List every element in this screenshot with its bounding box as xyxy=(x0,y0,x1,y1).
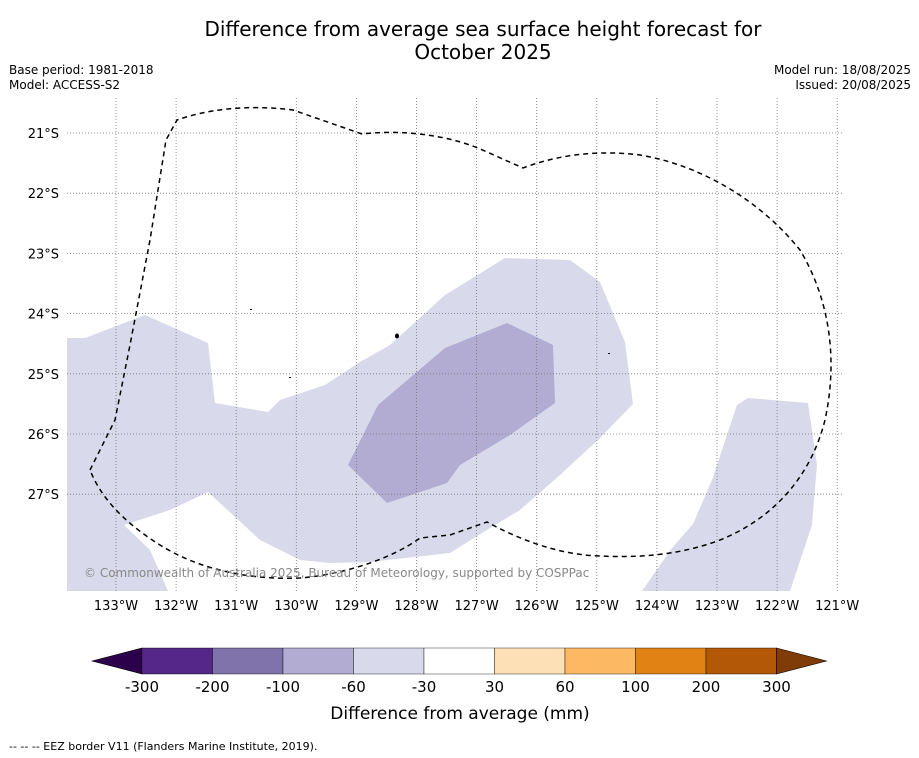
colorbar-segment xyxy=(494,647,566,675)
colorbar-segment xyxy=(282,647,354,675)
colorbar-tick-label: -60 xyxy=(341,678,366,696)
colorbar-tick-label: 30 xyxy=(485,678,504,696)
colorbar-tick-label: 200 xyxy=(692,678,721,696)
meta-left: Base period: 1981-2018 Model: ACCESS-S2 xyxy=(9,63,154,93)
colorbar-tick-label: -300 xyxy=(125,678,159,696)
anomaly-region-minus60 xyxy=(348,323,555,503)
latitude-label: 25°S xyxy=(28,368,59,383)
longitude-label: 121°W xyxy=(815,599,859,614)
chart-title: Difference from average sea surface heig… xyxy=(0,18,919,64)
longitude-label: 129°W xyxy=(334,599,378,614)
island xyxy=(395,333,399,339)
colorbar-tick-label: -200 xyxy=(195,678,229,696)
title-line-1: Difference from average sea surface heig… xyxy=(204,17,762,41)
colorbar-segment xyxy=(353,647,425,675)
model-run: Model run: 18/08/2025 xyxy=(773,63,911,77)
colorbar-tick-label: -100 xyxy=(266,678,300,696)
colorbar-tick-label: 100 xyxy=(621,678,650,696)
colorbar-extend-low xyxy=(90,647,143,675)
latitude-label: 24°S xyxy=(28,308,59,323)
colorbar-title: Difference from average (mm) xyxy=(330,704,589,724)
model-name: Model: ACCESS-S2 xyxy=(9,78,121,92)
latitude-label: 21°S xyxy=(28,127,59,142)
colorbar-segment xyxy=(635,647,707,675)
colorbar-tick-labels: -300 -200 -100 -60 -30 30 60 100 200 300 xyxy=(125,678,791,696)
anomaly-region-minus30-east xyxy=(642,398,817,591)
colorbar-segment xyxy=(212,647,284,675)
longitude-label: 130°W xyxy=(274,599,318,614)
longitude-label: 131°W xyxy=(214,599,258,614)
longitude-label: 123°W xyxy=(695,599,739,614)
colorbar-segment xyxy=(564,647,636,675)
eez-border xyxy=(89,106,832,579)
title-line-2: October 2025 xyxy=(414,40,552,64)
island xyxy=(608,353,610,354)
grid-lines xyxy=(67,98,842,591)
longitude-label: 128°W xyxy=(394,599,438,614)
longitude-label: 133°W xyxy=(94,599,138,614)
islands xyxy=(250,309,610,378)
eez-footnote: -- -- -- EEZ border V11 (Flanders Marine… xyxy=(9,740,318,753)
latitude-label: 22°S xyxy=(28,187,59,202)
colorbar-tick-label: 60 xyxy=(555,678,574,696)
meta-right: Model run: 18/08/2025 Issued: 20/08/2025 xyxy=(774,63,911,93)
issued-date: Issued: 20/08/2025 xyxy=(795,78,911,92)
longitude-label: 122°W xyxy=(755,599,799,614)
anomaly-region-minus30-main xyxy=(67,258,633,591)
copyright-notice: © Commonwealth of Australia 2025, Bureau… xyxy=(84,566,589,580)
base-period: Base period: 1981-2018 xyxy=(9,63,154,77)
longitude-label: 127°W xyxy=(455,599,499,614)
colorbar-segment xyxy=(705,647,777,675)
island xyxy=(289,377,291,378)
colorbar-tick-label: -30 xyxy=(412,678,437,696)
latitude-label: 26°S xyxy=(28,428,59,443)
colorbar-tick-label: 300 xyxy=(762,678,791,696)
colorbar-segment xyxy=(423,647,495,675)
colorbar-segment xyxy=(141,647,213,675)
colorbar xyxy=(90,647,828,675)
latitude-label: 27°S xyxy=(28,488,59,503)
longitude-label: 124°W xyxy=(635,599,679,614)
longitude-label: 132°W xyxy=(154,599,198,614)
latitude-labels: 21°S 22°S 23°S 24°S 25°S 26°S 27°S xyxy=(28,127,59,503)
latitude-label: 23°S xyxy=(28,247,59,262)
longitude-label: 125°W xyxy=(575,599,619,614)
longitude-label: 126°W xyxy=(515,599,559,614)
island xyxy=(250,309,252,310)
longitude-labels: 133°W 132°W 131°W 130°W 129°W 128°W 127°W 126°W… xyxy=(94,599,860,614)
colorbar-extend-high xyxy=(776,647,828,675)
anomaly-field xyxy=(67,258,817,591)
